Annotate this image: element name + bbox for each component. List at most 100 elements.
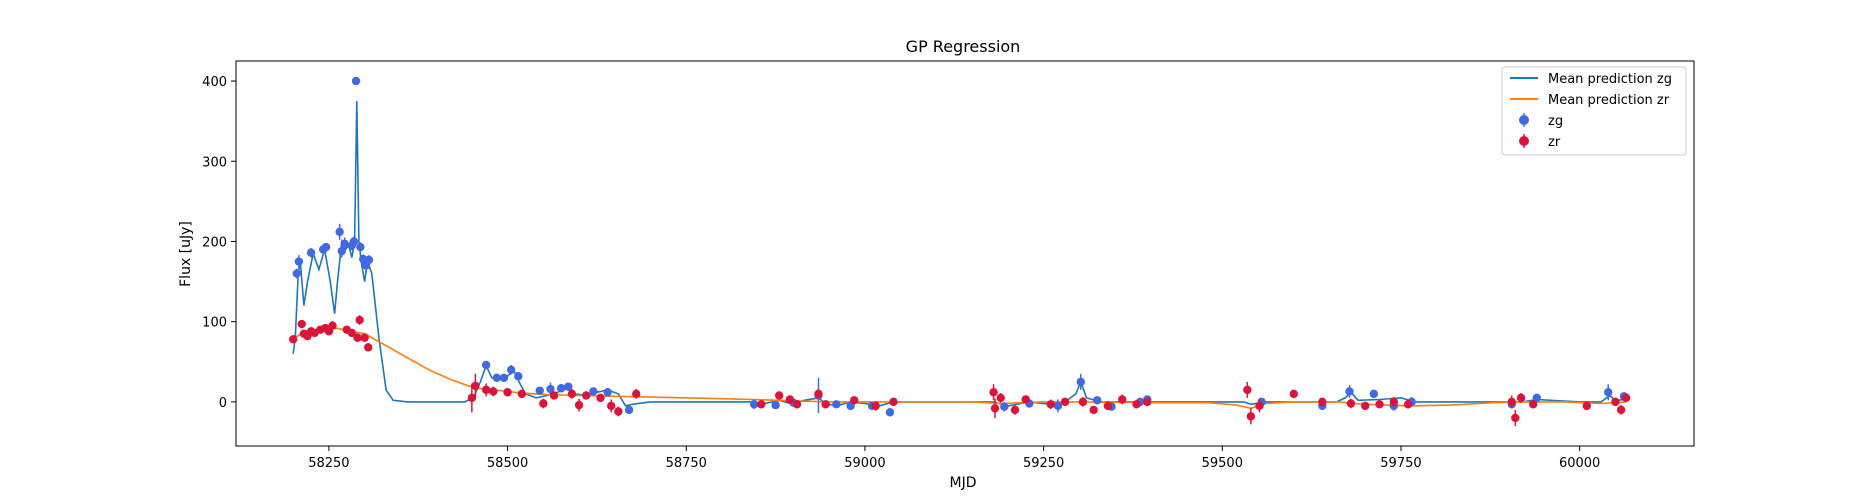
zr-data-point (1528, 400, 1538, 409)
zr-data-point (1078, 397, 1088, 407)
zg-data-point (546, 384, 555, 394)
zg-data-point (556, 384, 566, 393)
zr-data-point (1516, 393, 1526, 403)
legend-box (1501, 66, 1687, 156)
zr-data-point (1611, 397, 1620, 407)
zr-data-point (596, 393, 605, 403)
zr-data-point (1318, 397, 1327, 407)
zg-data-point (306, 248, 316, 257)
zg-data-point (499, 373, 509, 383)
zr-data-point (1010, 405, 1020, 415)
legend-label-line-zr: Mean prediction zr (1548, 93, 1670, 108)
zg-data-point (1053, 401, 1063, 411)
zr-data-point (582, 391, 591, 400)
zr-data-point (1255, 401, 1264, 411)
y-tick-label: 100 (202, 316, 227, 331)
zr-data-point (1143, 397, 1152, 407)
zr-data-point (297, 319, 306, 329)
zr-data-point (353, 333, 362, 342)
zg-data-point (337, 246, 346, 256)
legend: Mean prediction zg Mean prediction zr zg… (1501, 66, 1687, 156)
x-axis-ticks: 58250 58500 58750 59000 59250 59500 59750 60000 (308, 446, 1600, 471)
zg-data-point (292, 269, 301, 278)
zg-data-point (1345, 387, 1354, 396)
zr-data-point (1616, 405, 1626, 415)
zg-data-point (603, 388, 612, 397)
zr-data-point (481, 385, 491, 395)
zr-data-point (1621, 393, 1631, 403)
x-tick-label: 59000 (844, 456, 885, 471)
zr-data-point (785, 395, 795, 404)
prediction-lines (292, 101, 1627, 410)
y-axis-label: Flux [uJy] (178, 221, 194, 287)
zr-data-point (1346, 399, 1356, 408)
zg-data-point (1369, 389, 1379, 399)
zr-data-point (871, 401, 880, 411)
zg-data-point (885, 408, 895, 417)
zg-data-point (349, 237, 359, 246)
x-tick-label: 58250 (308, 456, 349, 471)
x-tick-label: 59500 (1202, 456, 1243, 471)
zg-data-point (1532, 393, 1541, 403)
zr-data-point (1511, 413, 1520, 423)
zr-data-point (757, 400, 766, 409)
zr-data-point (1046, 400, 1055, 409)
zg-data-point (481, 360, 491, 370)
zg-data-point (564, 382, 573, 391)
zr-data-point (1246, 412, 1256, 421)
zr-data-point (1403, 400, 1413, 409)
zg-data-point (294, 257, 304, 266)
zg-data-point (506, 365, 516, 375)
zg-data-point (321, 242, 331, 252)
zr-data-point (850, 396, 859, 405)
y-tick-label: 400 (202, 75, 227, 90)
zg-data-point (492, 373, 502, 383)
zr-data-point (821, 400, 830, 409)
zr-data-point (1021, 395, 1030, 404)
zg-data-point (351, 76, 361, 86)
zr-data-point (517, 389, 527, 399)
zg-data-point (832, 400, 841, 409)
zr-data-point (1507, 397, 1516, 407)
zr-data-point (1103, 401, 1113, 411)
zg-data-point (364, 255, 374, 265)
zr-data-point (539, 399, 548, 408)
y-tick-label: 300 (202, 155, 227, 170)
zr-data-point (574, 400, 584, 410)
zr-data-point (360, 333, 369, 342)
zg-data-point (335, 227, 344, 237)
x-tick-label: 59250 (1023, 456, 1064, 471)
legend-swatch-point-zr (1519, 136, 1529, 146)
zr-data-point (328, 321, 337, 330)
zr-data-point (632, 389, 641, 399)
chart-title: GP Regression (906, 37, 1021, 56)
zg-data-point (340, 239, 349, 249)
x-tick-label: 60000 (1559, 456, 1600, 471)
zg-data-point (624, 405, 634, 415)
zr-data-point (889, 397, 898, 407)
legend-swatch-point-zg (1519, 115, 1529, 125)
zg-data-point (514, 372, 523, 381)
zr-data-point (1132, 400, 1141, 409)
zr-data-point (607, 401, 616, 411)
data-points (288, 76, 1631, 426)
zg-data-point (356, 242, 365, 252)
zr-data-point (814, 389, 823, 399)
zg-data-point (1076, 377, 1085, 387)
legend-label-line-zg: Mean prediction zg (1548, 72, 1672, 87)
zg-data-point (589, 387, 598, 396)
zg-data-point (749, 400, 759, 409)
y-axis-ticks: 0 100 200 300 400 (202, 75, 236, 411)
zr-data-point (774, 391, 784, 400)
zr-data-point (364, 343, 373, 352)
x-tick-label: 59750 (1380, 456, 1421, 471)
zr-data-point (996, 393, 1005, 403)
mean-prediction-line-zg (292, 101, 1627, 407)
legend-label-point-zr: zr (1548, 135, 1561, 150)
zr-data-point (467, 393, 477, 403)
zr-data-point (1089, 405, 1098, 415)
zr-data-point (567, 389, 577, 399)
y-tick-label: 0 (219, 396, 227, 411)
zr-data-point (1389, 397, 1399, 407)
